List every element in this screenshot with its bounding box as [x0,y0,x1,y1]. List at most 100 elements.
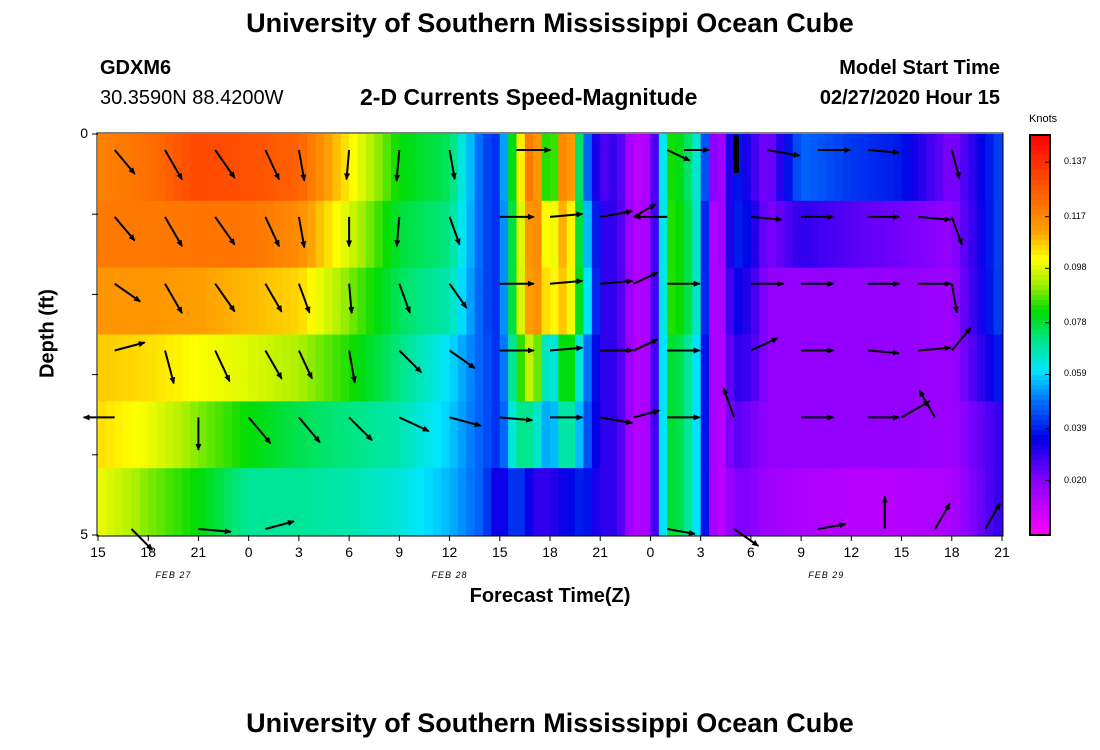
heatmap-cell [951,401,961,469]
heatmap-cell [809,200,819,269]
heatmap-cell [257,134,267,202]
heatmap-cell [918,200,928,269]
heatmap-cell [273,134,283,202]
heatmap-cell [240,334,250,402]
colorbar-segment [1030,270,1050,276]
heatmap-cell [190,334,200,402]
current-vector-arrow [667,528,696,536]
current-vector-arrow [164,149,183,181]
heatmap-cell [868,334,878,402]
heatmap-cell [616,134,626,202]
heatmap-cell [985,468,995,536]
heatmap-cell [156,134,166,202]
heatmap-cell [801,267,811,336]
heatmap-cell [709,401,719,469]
heatmap-cell [399,334,409,402]
heatmap-cell [558,267,568,336]
heatmap-cell [357,401,367,469]
heatmap-cell [935,334,945,402]
heatmap-cell [181,334,191,402]
heatmap-cell [868,200,878,269]
heatmap-cell [399,267,409,336]
heatmap-cell [918,401,928,469]
heatmap-cell [349,401,359,469]
heatmap-cell [382,134,392,202]
heatmap-cell [960,401,970,469]
current-vector-arrow [901,400,931,419]
heatmap-cell [575,468,585,536]
heatmap-cell [625,200,635,269]
heatmap-cell [449,334,459,402]
colorbar [1029,134,1051,536]
current-vector-arrow [247,416,272,445]
heatmap-cell [834,134,844,202]
heatmap-cell [499,468,509,536]
heatmap-cell [290,334,300,402]
heatmap-cell [173,401,183,469]
current-vector-arrow [549,345,584,352]
heatmap-cell [533,134,543,202]
heatmap-cell [449,401,459,469]
colorbar-segment [1030,405,1050,411]
heatmap-cell [524,401,534,469]
heatmap-cell [466,468,476,536]
heatmap-cell [859,334,869,402]
heatmap-cell [483,334,493,402]
heatmap-cell [784,468,794,536]
heatmap-cell [139,401,149,469]
heatmap-cell [935,468,945,536]
heatmap-cell [801,200,811,269]
heatmap-cell [901,401,911,469]
heatmap-cell [474,401,484,469]
heatmap-cell [650,267,660,336]
heatmap-cell [650,468,660,536]
heatmap-cell [298,334,308,402]
x-tick-label: 21 [592,544,608,560]
heatmap-cell [441,334,451,402]
heatmap-cell [725,334,735,402]
heatmap-cell [324,401,333,469]
heatmap-cell [943,267,953,336]
heatmap-cell [826,334,836,402]
heatmap-cell [742,334,752,402]
heatmap-cell [993,468,1003,536]
heatmap-cell [717,134,727,202]
heatmap-cell [608,200,618,269]
heatmap-cell [633,401,643,469]
station-coords: 30.3590N 88.4200W [100,87,284,109]
heatmap-cell [516,334,526,402]
heatmap-cell [148,401,158,469]
colorbar-segment [1030,445,1050,451]
heatmap-cell [265,401,275,469]
heatmap-cell [131,134,141,202]
heatmap-cell [106,200,116,269]
current-vector-arrow [348,350,357,384]
heatmap-cell [106,267,116,336]
heatmap-cell [139,200,149,269]
x-tick-label: 3 [696,544,705,560]
current-vector-arrow [633,338,659,352]
heatmap-cell [616,267,626,336]
heatmap-cell [650,200,660,269]
heatmap-cell [164,401,174,469]
heatmap-cell [683,134,693,202]
current-vector-arrow [264,149,281,181]
heatmap-cell [98,134,107,202]
heatmap-cell [633,468,643,536]
heatmap-cell [248,468,258,536]
heatmap-cell [943,134,953,202]
colorbar-segment [1030,375,1050,381]
heatmap-cell [968,200,978,269]
heatmap-cell [198,334,208,402]
current-vector-arrow [549,278,584,285]
heatmap-cell [591,134,601,202]
heatmap-cell [324,267,333,336]
heatmap-cell [658,267,668,336]
heatmap-cell [876,200,886,269]
heatmap-cell [600,401,610,469]
heatmap-cell [734,401,744,469]
heatmap-cell [156,334,166,402]
heatmap-cell [943,468,953,536]
heatmap-cell [499,267,509,336]
heatmap-cell [742,134,752,202]
